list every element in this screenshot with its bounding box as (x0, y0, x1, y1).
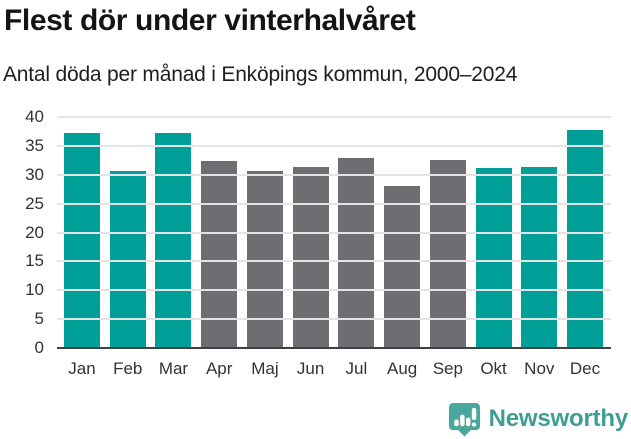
gridline-35 (57, 144, 611, 147)
y-tick-label-0: 0 (34, 338, 44, 357)
gridline-15 (57, 260, 611, 263)
gridline-20 (57, 231, 611, 234)
y-tick-label-5: 5 (34, 309, 44, 329)
brand-name: Newsworthy (488, 405, 629, 432)
gridline-40 (57, 116, 611, 118)
y-tick-label-25: 25 (25, 193, 44, 213)
gridline-5 (57, 318, 611, 321)
y-tick-label-20: 20 (25, 222, 44, 242)
x-tick-label-jun: Jun (296, 359, 325, 378)
x-tick-label-jul: Jul (345, 359, 368, 378)
bar-dec (567, 129, 604, 348)
bar-nov (521, 166, 558, 348)
bar-mar (155, 132, 192, 348)
gridline-30 (57, 173, 611, 176)
x-tick-label-feb: Feb (113, 359, 143, 378)
bar-aug (384, 186, 421, 348)
y-tick-label-30: 30 (25, 164, 44, 184)
newsworthy-pin-chart-icon (448, 402, 480, 437)
x-tick-label-maj: Maj (251, 359, 279, 378)
x-tick-label-dec: Dec (569, 359, 601, 378)
x-tick-label-mar: Mar (158, 359, 189, 378)
y-tick-label-40: 40 (25, 107, 44, 126)
gridline-25 (57, 202, 611, 205)
x-tick-label-jan: Jan (68, 359, 96, 378)
chart-subtitle: Antal döda per månad i Enköpings kommun,… (3, 63, 518, 86)
chart-title: Flest dör under vinterhalvåret (4, 4, 416, 37)
gridline-10 (57, 289, 611, 292)
x-tick-label-aug: Aug (386, 359, 418, 378)
x-tick-label-nov: Nov (524, 359, 555, 378)
bar-okt (475, 168, 512, 348)
bar-jul (338, 158, 375, 348)
bar-jun (292, 167, 329, 348)
bar-maj (246, 170, 283, 348)
newsworthy-logo: Newsworthy (447, 401, 628, 437)
y-tick-label-15: 15 (25, 251, 44, 271)
bar-jan (64, 133, 100, 348)
x-tick-label-sep: Sep (432, 359, 463, 378)
x-tick-label-okt: Okt (480, 359, 507, 378)
y-tick-label-10: 10 (25, 280, 44, 300)
bar-chart-plot-area (57, 116, 611, 349)
bar-apr (201, 161, 238, 348)
x-tick-label-apr: Apr (205, 359, 233, 378)
x-axis-line (57, 347, 611, 349)
y-tick-label-35: 35 (25, 135, 44, 155)
bar-sep (429, 159, 466, 348)
